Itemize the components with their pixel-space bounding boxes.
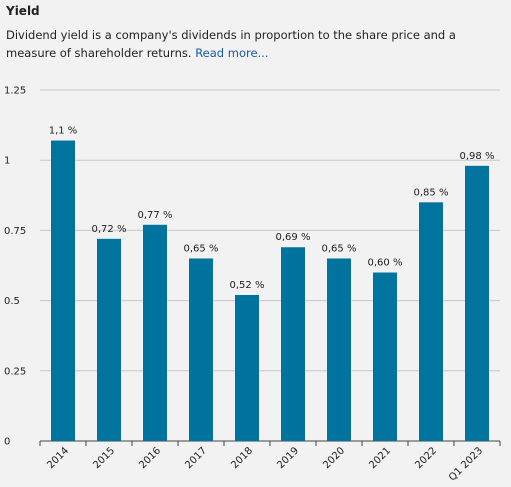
bar-2015 bbox=[97, 238, 121, 441]
bar-2020 bbox=[327, 258, 351, 441]
data-label: 0,98 % bbox=[460, 151, 495, 162]
data-label: 1,1 % bbox=[49, 126, 78, 137]
data-label: 0,60 % bbox=[368, 258, 403, 269]
bar-2018 bbox=[235, 294, 259, 441]
x-tick-label: 2020 bbox=[321, 445, 347, 471]
y-tick-label: 0.75 bbox=[4, 226, 26, 237]
x-tick-label: 2014 bbox=[45, 445, 71, 471]
bar-2017 bbox=[189, 258, 213, 441]
bar-2019 bbox=[281, 247, 305, 441]
data-label: 0,52 % bbox=[230, 280, 265, 291]
bar-2014 bbox=[51, 140, 75, 441]
y-tick-label: 0.5 bbox=[4, 296, 20, 307]
x-tick-label: 2021 bbox=[367, 445, 393, 471]
data-label: 0,65 % bbox=[322, 243, 357, 254]
data-label: 0,72 % bbox=[92, 224, 127, 235]
y-tick-label: 1.25 bbox=[4, 86, 26, 97]
data-label: 0,85 % bbox=[414, 187, 449, 198]
x-tick-label: 2022 bbox=[413, 445, 439, 471]
read-more-link[interactable]: Read more... bbox=[195, 46, 269, 60]
bar-2021 bbox=[373, 272, 397, 441]
y-tick-label: 1 bbox=[4, 156, 10, 167]
y-tick-label: 0.25 bbox=[4, 366, 26, 377]
data-label: 0,77 % bbox=[138, 210, 173, 221]
description-text: Dividend yield is a company's dividends … bbox=[6, 28, 456, 60]
data-label: 0,69 % bbox=[276, 232, 311, 243]
bar-q1-2023 bbox=[465, 165, 489, 442]
x-tick-label: 2015 bbox=[91, 445, 117, 471]
x-tick-label: 2018 bbox=[229, 445, 255, 471]
y-tick-label: 0 bbox=[4, 437, 10, 448]
x-tick-label: 2016 bbox=[137, 445, 163, 471]
chart-description: Dividend yield is a company's dividends … bbox=[6, 26, 496, 62]
bar-2022 bbox=[419, 202, 443, 441]
x-tick-label: 2019 bbox=[275, 445, 301, 471]
x-tick-label: Q1 2023 bbox=[447, 445, 485, 483]
bar-2016 bbox=[143, 224, 167, 441]
data-label: 0,65 % bbox=[184, 243, 219, 254]
chart-title: Yield bbox=[6, 4, 40, 18]
x-tick-label: 2017 bbox=[183, 445, 209, 471]
